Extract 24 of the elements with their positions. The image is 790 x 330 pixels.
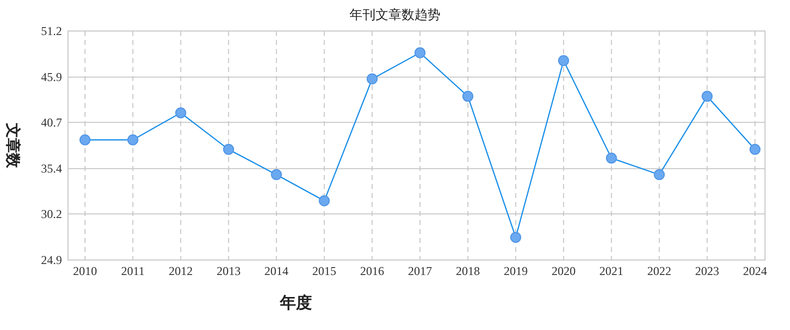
x-tick-label: 2013 (216, 264, 241, 278)
x-tick-label: 2024 (743, 264, 767, 278)
x-tick-label: 2018 (456, 264, 480, 278)
chart-title: 年刊文章数趋势 (350, 7, 440, 22)
x-tick-label: 2011 (121, 264, 145, 278)
x-tick-label: 2012 (168, 264, 193, 278)
y-tick-label: 24.9 (41, 253, 62, 267)
x-tick-label: 2014 (264, 264, 288, 278)
x-axis-title: 年度 (279, 293, 312, 312)
x-tick-label: 2023 (695, 264, 720, 278)
y-tick-label: 35.4 (41, 162, 62, 176)
x-tick-label: 2010 (73, 264, 97, 278)
y-tick-label: 45.9 (41, 70, 62, 84)
x-tick-label: 2017 (408, 264, 432, 278)
y-tick-label: 51.2 (41, 24, 62, 38)
y-tick-label: 30.2 (41, 206, 62, 221)
x-tick-label: 2020 (552, 264, 576, 278)
x-tick-label: 2016 (360, 264, 384, 278)
y-axis-title: 文章数 (4, 122, 22, 169)
x-tick-label: 2022 (647, 264, 672, 278)
x-tick-label: 2021 (599, 264, 624, 278)
x-tick-label: 2019 (504, 264, 528, 278)
y-tick-label: 40.7 (41, 115, 62, 130)
x-tick-label: 2015 (312, 264, 336, 278)
